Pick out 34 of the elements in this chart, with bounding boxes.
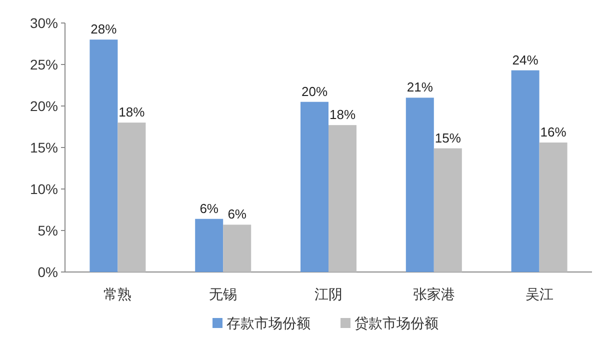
bar <box>118 122 146 272</box>
bar <box>90 40 118 272</box>
data-label: 24% <box>512 52 539 68</box>
legend-label: 贷款市场份额 <box>354 315 438 331</box>
bar <box>223 224 252 272</box>
bar <box>328 125 356 272</box>
y-tick-label: 30% <box>30 15 58 31</box>
data-label: 15% <box>434 130 462 146</box>
bar <box>511 70 540 272</box>
x-tick-label: 吴江 <box>525 286 554 302</box>
data-label: 16% <box>540 124 567 140</box>
bar <box>406 98 434 272</box>
data-label: 20% <box>301 84 328 99</box>
bar <box>539 142 568 272</box>
y-tick-label: 20% <box>30 98 58 114</box>
y-tick-label: 15% <box>30 140 58 156</box>
y-tick-label: 10% <box>30 181 58 197</box>
bar <box>195 218 224 272</box>
bar <box>434 148 462 272</box>
data-label: 6% <box>200 200 219 216</box>
data-label: 18% <box>329 107 356 122</box>
x-tick-label: 无锡 <box>209 286 238 302</box>
y-tick-label: 25% <box>30 56 58 72</box>
legend-label: 存款市场份额 <box>226 315 310 331</box>
data-label: 6% <box>228 206 247 222</box>
x-tick-label: 常熟 <box>104 286 132 302</box>
x-tick-label: 张家港 <box>412 286 455 302</box>
bar <box>300 102 328 272</box>
y-tick-label: 5% <box>38 222 58 238</box>
x-tick-label: 江阴 <box>314 286 342 302</box>
data-label: 21% <box>406 80 434 95</box>
data-label: 28% <box>90 22 118 37</box>
y-tick-label: 0% <box>38 264 58 280</box>
data-label: 18% <box>118 104 146 120</box>
